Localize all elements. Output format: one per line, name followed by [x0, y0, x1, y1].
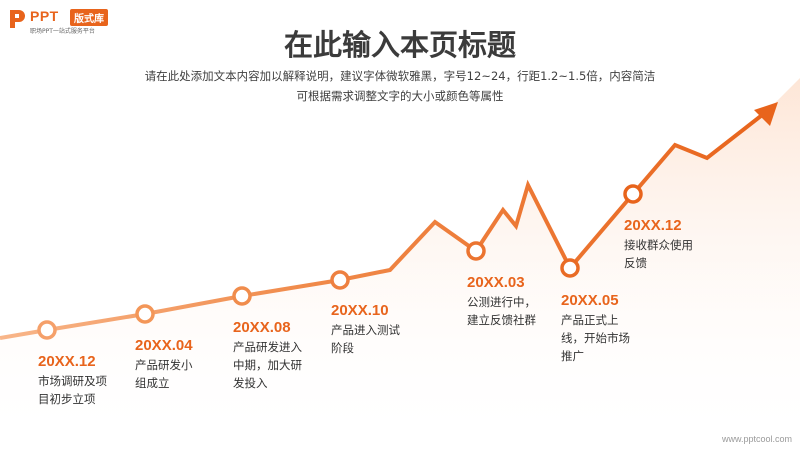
milestone-marker: [466, 241, 486, 261]
logo-mark-icon: [10, 10, 25, 28]
milestone-date: 20XX.10: [331, 302, 389, 319]
milestone-desc: 公测进行中，建立反馈社群: [467, 295, 536, 327]
milestone-date: 20XX.08: [233, 319, 291, 336]
subtitle-line-2: 可根据需求调整文字的大小或颜色等属性: [296, 89, 504, 103]
brand-name: PPT: [30, 8, 59, 24]
milestone-6: 20XX.05 产品正式上线，开始市场推广: [561, 291, 631, 365]
page-subtitle: 请在此处添加文本内容加以解释说明，建议字体微软雅黑，字号12~24，行距1.2~…: [100, 66, 700, 106]
milestone-date: 20XX.03: [467, 274, 525, 291]
milestone-desc: 接收群众使用反馈: [624, 238, 693, 270]
milestone-marker: [232, 286, 252, 306]
milestone-date: 20XX.04: [135, 337, 193, 354]
milestone-marker: [135, 304, 155, 324]
milestone-date: 20XX.12: [624, 217, 682, 234]
milestone-5: 20XX.03 公测进行中，建立反馈社群: [467, 273, 539, 329]
footer-url[interactable]: www.pptcool.com: [721, 434, 792, 444]
milestone-3: 20XX.08 产品研发进入中期，加大研发投入: [233, 318, 305, 392]
milestone-2: 20XX.04 产品研发小组成立: [135, 336, 203, 392]
brand-badge: 版式库: [70, 9, 108, 26]
milestone-markers: [37, 184, 643, 340]
milestone-marker: [623, 184, 643, 204]
page-title: 在此输入本页标题: [283, 28, 516, 62]
milestone-date: 20XX.05: [561, 292, 619, 309]
milestone-desc: 市场调研及项目初步立项: [38, 374, 107, 406]
milestone-marker: [37, 320, 57, 340]
milestone-date: 20XX.12: [38, 353, 96, 370]
brand-slogan: 职场PPT一站式服务平台: [30, 28, 95, 35]
subtitle-line-1: 请在此处添加文本内容加以解释说明，建议字体微软雅黑，字号12~24，行距1.2~…: [144, 69, 656, 83]
milestone-marker: [560, 258, 580, 278]
growth-line: [0, 110, 768, 340]
milestone-marker: [330, 270, 350, 290]
milestone-desc: 产品研发进入中期，加大研发投入: [233, 340, 302, 390]
milestone-4: 20XX.10 产品进入测试阶段: [331, 301, 403, 357]
arrow-head-icon: [754, 102, 778, 126]
milestone-desc: 产品正式上线，开始市场推广: [561, 313, 630, 363]
milestone-1: 20XX.12 市场调研及项目初步立项: [38, 352, 108, 408]
milestone-desc: 产品进入测试阶段: [331, 323, 400, 355]
milestone-desc: 产品研发小组成立: [135, 358, 193, 390]
milestone-7: 20XX.12 接收群众使用反馈: [624, 216, 696, 272]
brand-logo[interactable]: PPT 版式库 职场PPT一站式服务平台: [8, 6, 158, 38]
